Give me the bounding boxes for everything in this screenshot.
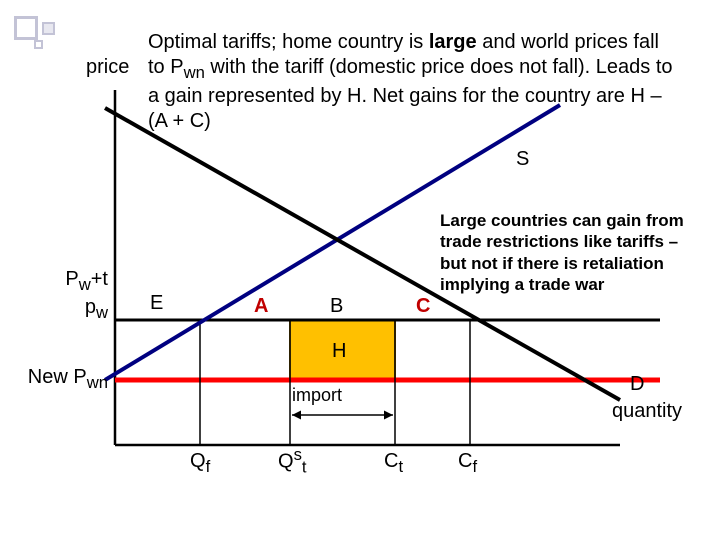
ylabel-pw: pw <box>28 296 108 323</box>
label-import: import <box>292 385 342 406</box>
label-A: A <box>254 295 268 318</box>
label-S: S <box>516 148 529 171</box>
xlabel-Qs: Qst <box>278 445 307 478</box>
slide-root: price Optimal tariffs; home country is l… <box>0 0 720 540</box>
xlabel-quantity: quantity <box>612 400 682 423</box>
ylabel-pwn: New Pwn <box>0 366 108 393</box>
ylabel-pwt: Pw+t <box>28 268 108 295</box>
xlabel-Ct: Ct <box>384 450 403 477</box>
label-H: H <box>332 340 346 363</box>
label-E: E <box>150 292 163 315</box>
label-B: B <box>330 295 343 318</box>
xlabel-Cf: Cf <box>458 450 477 477</box>
chart-svg <box>0 0 720 540</box>
label-D: D <box>630 373 644 396</box>
xlabel-Qf: Qf <box>190 450 210 477</box>
label-C: C <box>416 295 430 318</box>
